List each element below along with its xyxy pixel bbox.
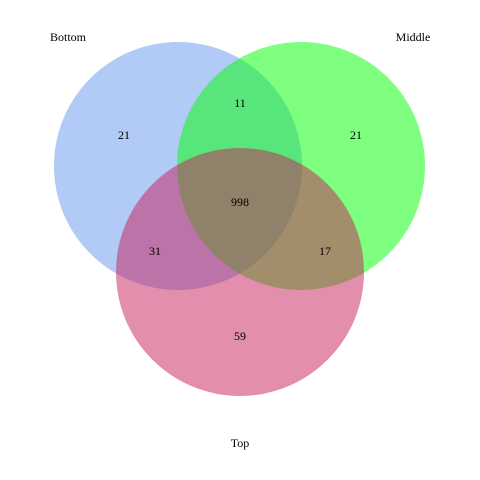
region-counts: 21 21 59 11 31 17 998 [118,96,362,343]
set-circles [54,42,425,396]
region-count-middle-top: 17 [319,244,331,258]
set-labels: Bottom Middle Top [50,30,430,450]
region-count-all: 998 [231,195,249,209]
set-label-bottom: Bottom [50,30,87,44]
set-label-middle: Middle [396,30,431,44]
region-count-bottom-top: 31 [149,244,161,258]
set-label-top: Top [231,436,250,450]
region-count-top-only: 59 [234,329,246,343]
region-count-bottom-middle: 11 [234,96,246,110]
region-count-bottom-only: 21 [118,128,130,142]
region-count-middle-only: 21 [350,128,362,142]
set-circle-top [116,148,364,396]
